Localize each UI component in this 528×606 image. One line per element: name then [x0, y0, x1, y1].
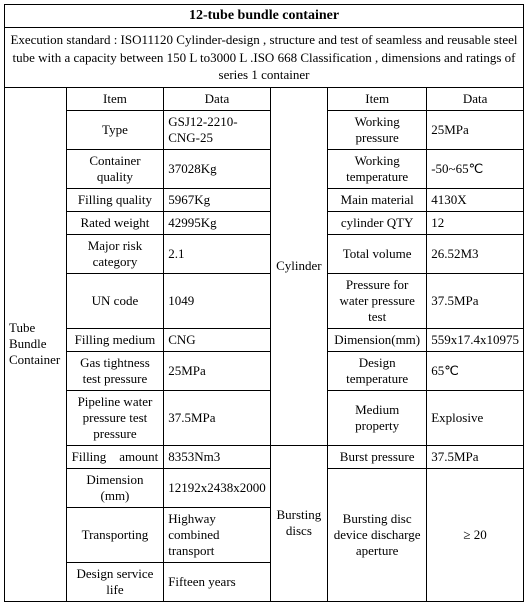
cell-data: 26.52M3: [427, 234, 524, 273]
cell-item: Major risk category: [66, 234, 164, 273]
cell-item: Bursting disc device discharge aperture: [328, 468, 427, 601]
cell-item: Gas tightness test pressure: [66, 351, 164, 390]
table-row: Filling quality 5967Kg Main material 413…: [5, 188, 524, 211]
cell-item: Dimension (mm): [66, 468, 164, 507]
table-row: UN code 1049 Pressure for water pressure…: [5, 273, 524, 328]
cell-item: Working temperature: [328, 149, 427, 188]
cell-item: Transporting: [66, 507, 164, 562]
table-row: Major risk category 2.1 Total volume 26.…: [5, 234, 524, 273]
cell-data: 37.5MPa: [164, 390, 271, 445]
col-data-right: Data: [427, 87, 524, 110]
exec-standard: Execution standard : ISO11120 Cylinder-d…: [5, 28, 524, 88]
cell-item: Design temperature: [328, 351, 427, 390]
cell-item: Medium property: [328, 390, 427, 445]
cell-item: Filling medium: [66, 328, 164, 351]
cell-item: Type: [66, 110, 164, 149]
cell-data: -50~65℃: [427, 149, 524, 188]
cell-item: Working pressure: [328, 110, 427, 149]
header-row: Tube Bundle Container Item Data Cylinder…: [5, 87, 524, 110]
cell-data: 37028Kg: [164, 149, 271, 188]
table-row: Container quality 37028Kg Working temper…: [5, 149, 524, 188]
cell-data: GSJ12-2210-CNG-25: [164, 110, 271, 149]
cell-data: 42995Kg: [164, 211, 271, 234]
cell-data: 25MPa: [427, 110, 524, 149]
title-row: 12-tube bundle container: [5, 5, 524, 28]
cell-data: 5967Kg: [164, 188, 271, 211]
spec-table: 12-tube bundle container Execution stand…: [4, 4, 524, 602]
table-row: Pipeline water pressure test pressure 37…: [5, 390, 524, 445]
table-row: Filling amount 8353Nm3 Bursting discs Bu…: [5, 445, 524, 468]
cell-item: UN code: [66, 273, 164, 328]
exec-row: Execution standard : ISO11120 Cylinder-d…: [5, 28, 524, 88]
cell-item: Dimension(mm): [328, 328, 427, 351]
cell-data: 1049: [164, 273, 271, 328]
cell-item: Main material: [328, 188, 427, 211]
section-tube-bundle: Tube Bundle Container: [5, 87, 67, 601]
cell-data: 12: [427, 211, 524, 234]
table-title: 12-tube bundle container: [5, 5, 524, 28]
section-bursting: Bursting discs: [270, 445, 327, 601]
cell-item: Filling quality: [66, 188, 164, 211]
cell-data: 37.5MPa: [427, 273, 524, 328]
col-item-right: Item: [328, 87, 427, 110]
table-row: Filling medium CNG Dimension(mm) 559x17.…: [5, 328, 524, 351]
cell-item: Design service life: [66, 562, 164, 601]
cell-item: Pressure for water pressure test: [328, 273, 427, 328]
table-row: Gas tightness test pressure 25MPa Design…: [5, 351, 524, 390]
cell-data: 25MPa: [164, 351, 271, 390]
col-item-left: Item: [66, 87, 164, 110]
cell-data: Explosive: [427, 390, 524, 445]
cell-data: Fifteen years: [164, 562, 271, 601]
cell-item: Rated weight: [66, 211, 164, 234]
cell-data: 559x17.4x10975: [427, 328, 524, 351]
cell-item: cylinder QTY: [328, 211, 427, 234]
cell-item: Pipeline water pressure test pressure: [66, 390, 164, 445]
cell-item: Total volume: [328, 234, 427, 273]
table-row: Type GSJ12-2210-CNG-25 Working pressure …: [5, 110, 524, 149]
cell-data: 8353Nm3: [164, 445, 271, 468]
cell-data: 65℃: [427, 351, 524, 390]
table-row: Dimension (mm) 12192x2438x2000 Bursting …: [5, 468, 524, 507]
cell-data: 2.1: [164, 234, 271, 273]
cell-data: 12192x2438x2000: [164, 468, 271, 507]
cell-data: 4130X: [427, 188, 524, 211]
cell-data: CNG: [164, 328, 271, 351]
cell-data: 37.5MPa: [427, 445, 524, 468]
cell-data: ≥ 20: [427, 468, 524, 601]
cell-item: Container quality: [66, 149, 164, 188]
section-cylinder: Cylinder: [270, 87, 327, 445]
cell-item: Burst pressure: [328, 445, 427, 468]
cell-item: Filling amount: [66, 445, 164, 468]
table-row: Rated weight 42995Kg cylinder QTY 12: [5, 211, 524, 234]
cell-data: Highway combined transport: [164, 507, 271, 562]
col-data-left: Data: [164, 87, 271, 110]
